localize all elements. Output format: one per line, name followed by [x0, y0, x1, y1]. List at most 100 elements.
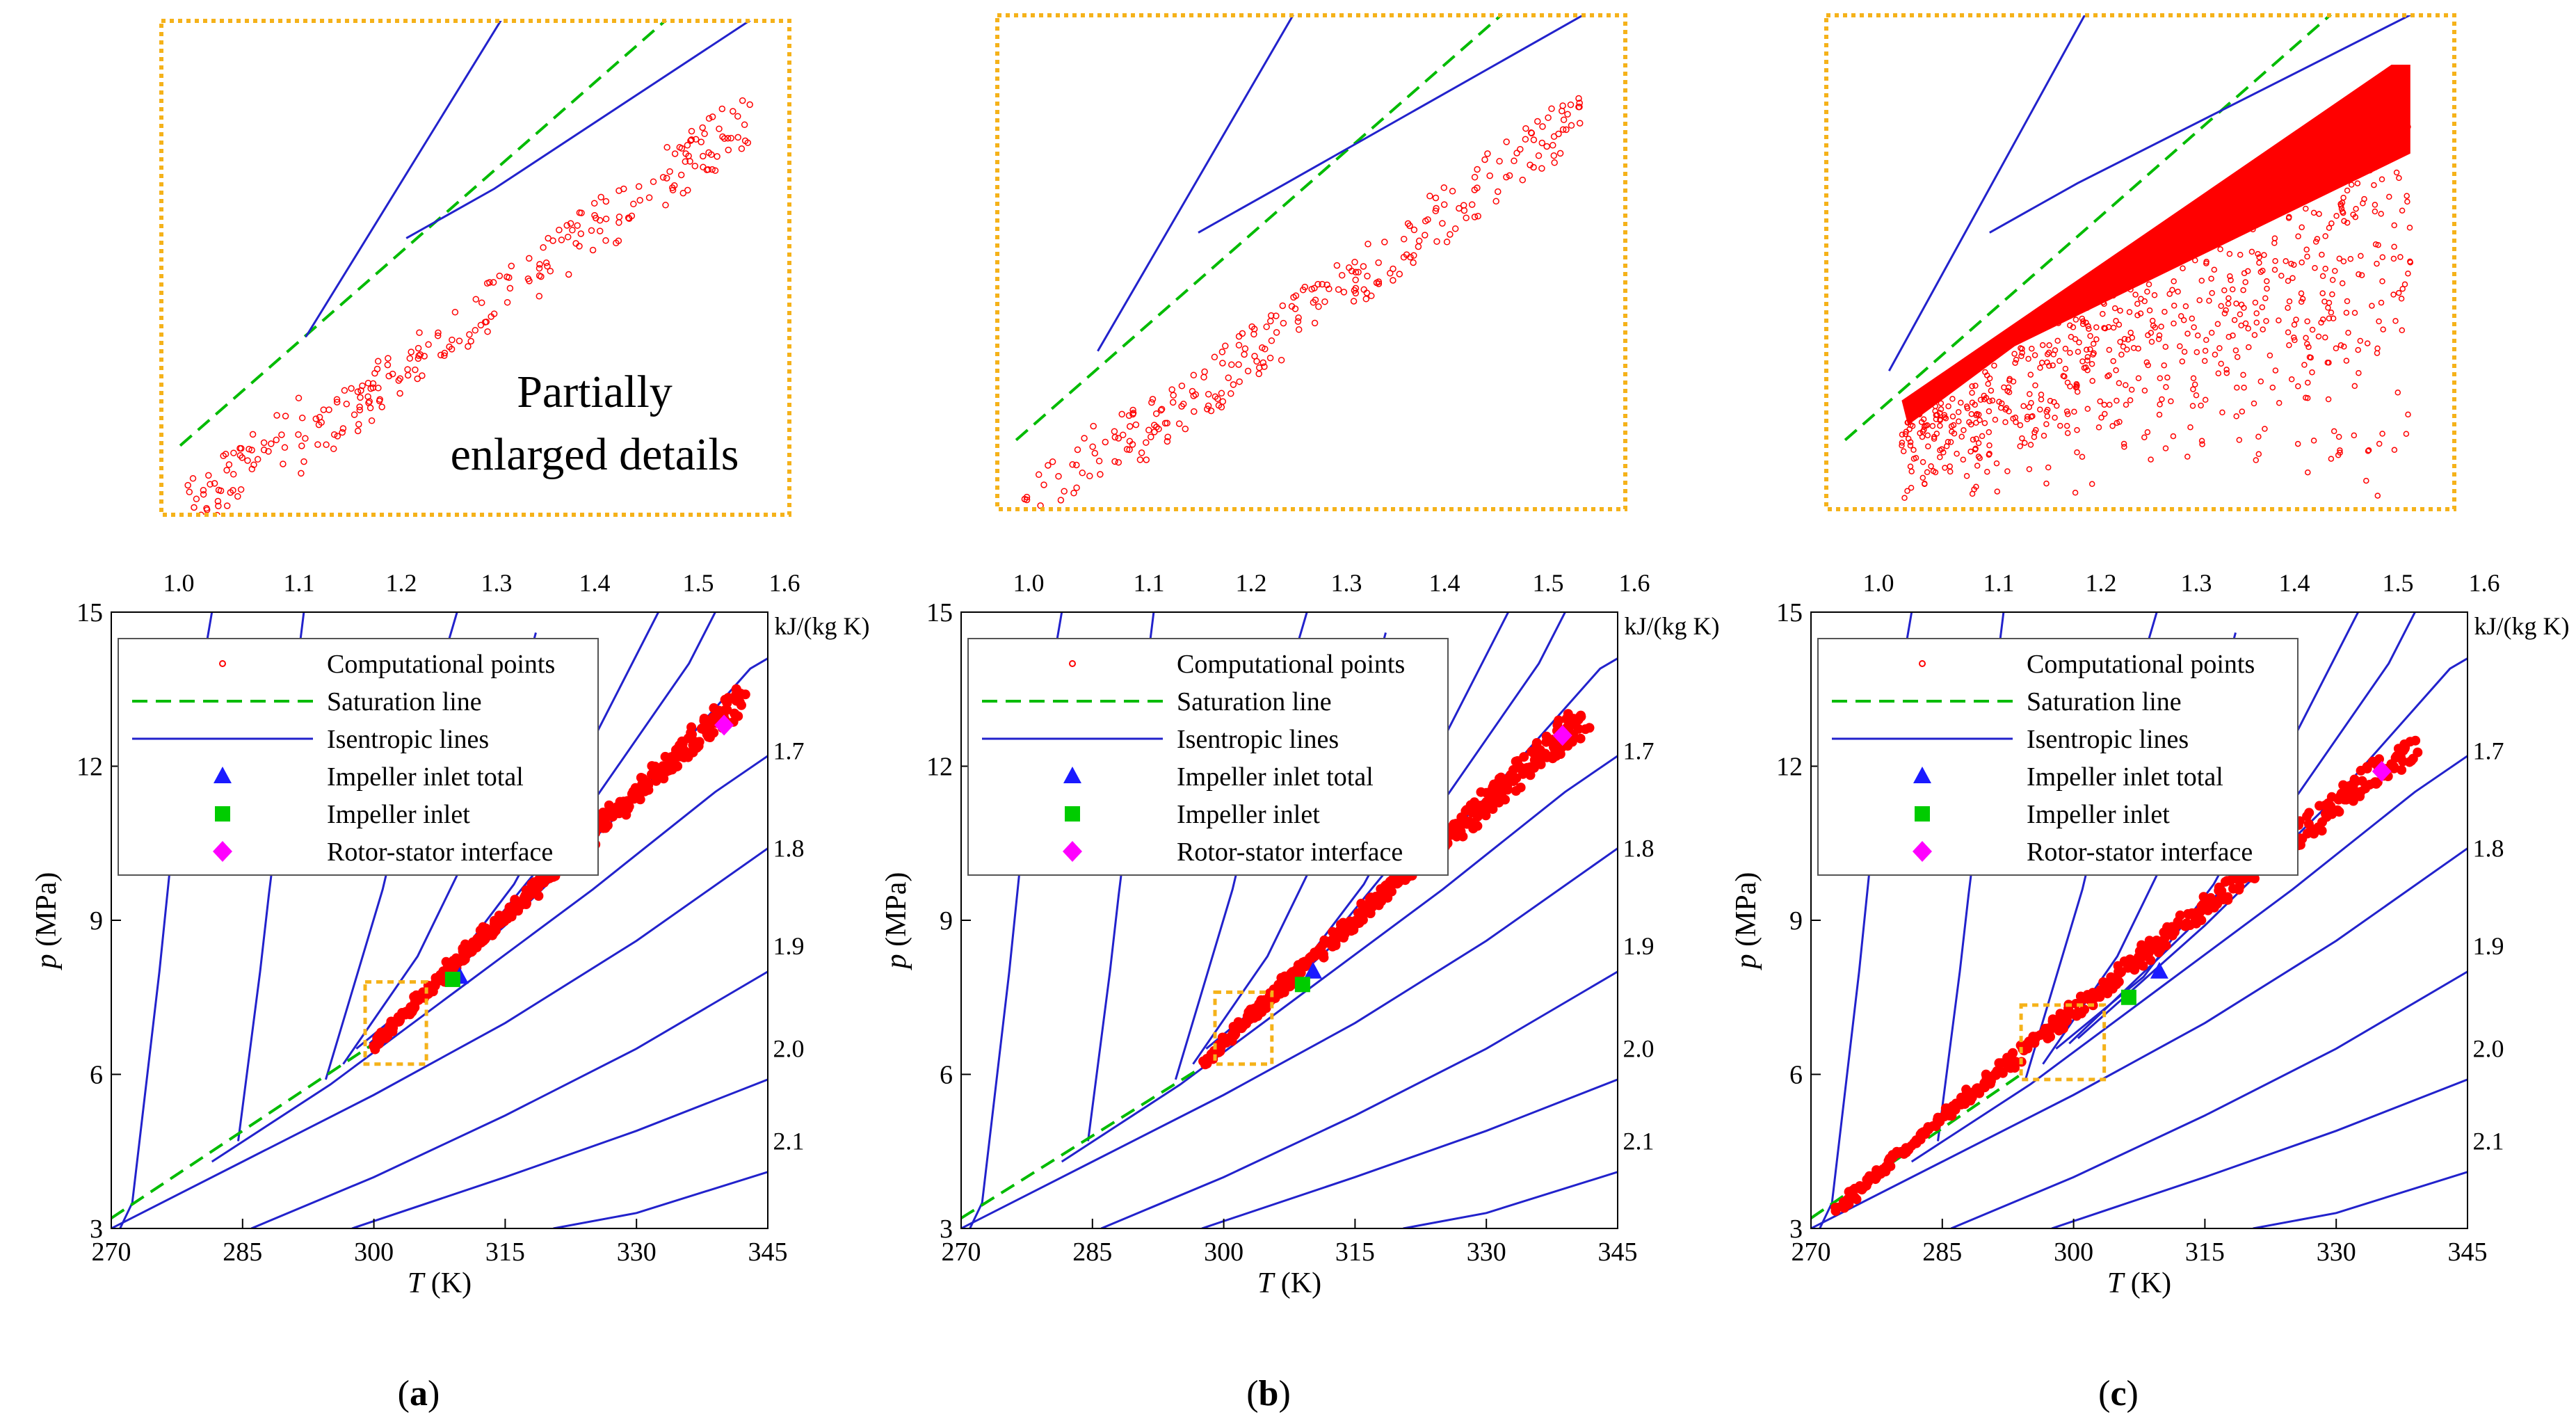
- inset-point: [1151, 422, 1158, 428]
- inset-point: [1539, 123, 1546, 130]
- legend-entry: Computational points: [327, 650, 555, 679]
- isentrope-1.9: [250, 970, 768, 1228]
- inset-point: [1205, 390, 1212, 398]
- inset-point: [1484, 150, 1491, 157]
- inset-point: [1481, 156, 1488, 163]
- inset-point: [1963, 473, 1970, 479]
- computational-point: [1495, 789, 1506, 799]
- inset-point: [2134, 312, 2141, 319]
- inset-point: [2070, 324, 2077, 330]
- inset-point: [666, 168, 673, 175]
- computational-point: [694, 737, 705, 747]
- inset-point: [2344, 219, 2351, 226]
- inset-point: [1901, 495, 1908, 502]
- inset-point: [1070, 490, 1077, 497]
- panel-label: (b): [1246, 1374, 1291, 1413]
- inset-point: [357, 394, 364, 401]
- inset-point: [1218, 390, 1225, 397]
- inset-point: [223, 467, 230, 474]
- inset-point: [412, 366, 419, 374]
- inset-point: [2037, 364, 2043, 371]
- inset-point: [2390, 291, 2397, 298]
- inset-point: [1538, 139, 1546, 147]
- inset-point: [2339, 280, 2346, 287]
- inset-point: [2391, 447, 2398, 454]
- inset-point: [1942, 465, 1948, 471]
- y-tick-label: 3: [90, 1215, 103, 1244]
- inset-point: [721, 135, 728, 142]
- inset-point: [2367, 118, 2374, 125]
- isentrope-label: 1.3: [2181, 569, 2212, 597]
- inset-point: [1219, 398, 1227, 405]
- computational-point: [2249, 873, 2260, 883]
- inset-point: [1200, 374, 1207, 380]
- inset-point: [368, 417, 376, 424]
- inset-point: [2237, 311, 2244, 318]
- inset-point: [2148, 330, 2155, 336]
- inset-point: [265, 448, 272, 455]
- inset-point: [2298, 298, 2305, 305]
- x-tick-label: 330: [617, 1237, 657, 1267]
- legend-box: [118, 638, 599, 876]
- computational-point: [2397, 764, 2407, 775]
- inset-point: [2272, 257, 2278, 264]
- inset-point: [2218, 303, 2224, 310]
- inset-point: [2157, 401, 2163, 408]
- plot-area: [1811, 612, 2468, 1228]
- inset-point: [2090, 351, 2096, 358]
- inset-point: [1201, 368, 1208, 376]
- computational-point: [533, 891, 544, 901]
- inset-point: [577, 230, 585, 237]
- inset-point: [2335, 433, 2342, 440]
- legend-entry: Impeller inlet: [2027, 800, 2170, 829]
- inset-point: [245, 445, 252, 453]
- inset-point: [2168, 398, 2174, 405]
- inset-point: [1365, 241, 1371, 248]
- y-axis-title: p (MPa): [1730, 872, 1762, 971]
- inset-point: [1352, 269, 1360, 276]
- inset-point: [1400, 254, 1408, 261]
- legend-symbol-rotor-stator: [1063, 841, 1082, 862]
- computational-point: [2153, 941, 2164, 952]
- legend-entry: Computational points: [1177, 650, 1405, 679]
- isentrope-label: 2.1: [773, 1127, 805, 1155]
- inset-point: [1295, 326, 1303, 333]
- inset-point: [2018, 353, 2024, 360]
- inset-point: [2358, 253, 2364, 259]
- inset-point: [2322, 334, 2328, 341]
- inset-point: [1942, 415, 1949, 422]
- inset-point: [2278, 273, 2285, 279]
- inset-point: [2054, 337, 2061, 344]
- inset-point: [1925, 443, 1931, 449]
- legend-box: [967, 638, 1449, 876]
- inset-point: [2046, 342, 2052, 349]
- x-tick-label: 315: [485, 1237, 525, 1267]
- inset-point: [1981, 419, 1988, 426]
- inset-point: [2200, 237, 2207, 243]
- inset-point: [2113, 367, 2119, 374]
- inset-point: [1279, 302, 1287, 310]
- inset-point: [1958, 399, 1964, 406]
- inset-point: [1227, 390, 1234, 397]
- inset-point: [2304, 253, 2310, 260]
- inset-point: [451, 309, 459, 316]
- inset-point: [1089, 443, 1096, 450]
- inset-point: [2045, 464, 2052, 471]
- inset-point: [2232, 347, 2239, 353]
- inset-point: [669, 184, 676, 191]
- isentrope-label: 1.4: [579, 569, 611, 597]
- inset-point: [2340, 149, 2346, 155]
- inset-point: [2399, 207, 2406, 214]
- inset-point: [556, 226, 563, 234]
- inset-point: [1375, 259, 1382, 266]
- inset-plot: [1015, 15, 1585, 509]
- inset-point: [483, 280, 491, 287]
- computational-point: [1529, 762, 1539, 773]
- inset-point: [215, 502, 222, 510]
- inset-point: [615, 214, 623, 221]
- inset-point: [2365, 143, 2371, 150]
- inset-point: [1323, 281, 1330, 289]
- legend-entry: Impeller inlet total: [327, 762, 524, 792]
- panel-label: (c): [2098, 1374, 2139, 1413]
